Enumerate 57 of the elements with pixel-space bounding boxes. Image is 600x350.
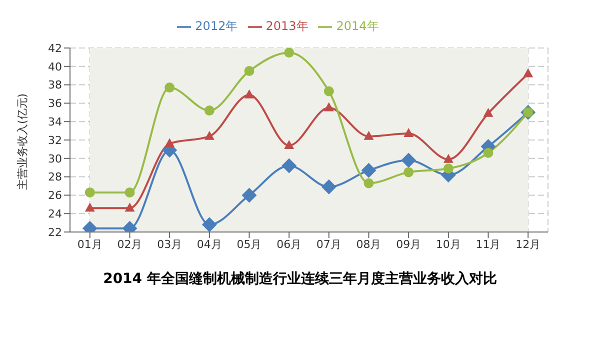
x-tick-label: 12月 — [516, 238, 541, 251]
x-tick-label: 11月 — [476, 238, 501, 251]
point — [202, 217, 217, 232]
point — [324, 86, 334, 96]
point — [443, 164, 454, 174]
y-tick-label: 30 — [48, 152, 62, 166]
point — [284, 48, 294, 58]
x-tick-label: 01月 — [77, 238, 102, 251]
point — [324, 102, 334, 112]
x-tick-label: 07月 — [316, 238, 342, 251]
y-tick-label: 38 — [48, 78, 62, 92]
x-tick-label: 03月 — [157, 238, 182, 251]
legend-label: 2012年 — [195, 19, 238, 33]
point — [364, 178, 374, 188]
point — [242, 188, 257, 203]
point — [282, 158, 297, 174]
point — [164, 82, 175, 93]
point — [523, 68, 534, 78]
legend-label: 2013年 — [266, 19, 308, 33]
point — [364, 130, 374, 140]
point — [204, 106, 214, 116]
x-tick-label: 09月 — [396, 238, 422, 251]
point — [483, 108, 494, 117]
point — [483, 148, 494, 158]
y-tick-label: 26 — [48, 189, 62, 202]
y-tick-label: 24 — [48, 208, 62, 221]
point — [443, 154, 454, 163]
point — [284, 140, 294, 150]
y-tick-label: 40 — [48, 60, 62, 74]
point — [84, 187, 95, 198]
point — [164, 138, 175, 148]
point — [401, 152, 416, 168]
y-tick-label: 22 — [48, 226, 62, 239]
x-tick-label: 06月 — [276, 238, 302, 251]
point — [124, 187, 135, 198]
point — [84, 202, 95, 212]
point — [321, 179, 336, 194]
y-tick-label: 34 — [48, 116, 62, 129]
y-tick-label: 36 — [48, 97, 62, 110]
x-tick-label: 04月 — [196, 238, 222, 251]
x-tick-label: 05月 — [236, 238, 262, 251]
x-tick-label: 02月 — [117, 238, 142, 251]
y-tick-label: 32 — [48, 134, 62, 147]
x-tick-label: 10月 — [436, 238, 461, 251]
point — [404, 167, 414, 178]
point — [404, 128, 414, 138]
y-axis-title: 主营业务收入(亿元) — [16, 93, 29, 190]
legend-label: 2014年 — [336, 19, 379, 33]
point — [361, 162, 376, 178]
text: 2014 年全国缝制机械制造行业连续三年月度主营业务收入对比 — [102, 270, 498, 288]
point — [244, 66, 254, 76]
y-tick-label: 28 — [48, 170, 62, 184]
point — [204, 130, 214, 140]
x-tick-label: 08月 — [356, 238, 382, 251]
y-tick-label: 42 — [48, 42, 62, 55]
point — [244, 89, 254, 98]
point — [124, 202, 135, 212]
